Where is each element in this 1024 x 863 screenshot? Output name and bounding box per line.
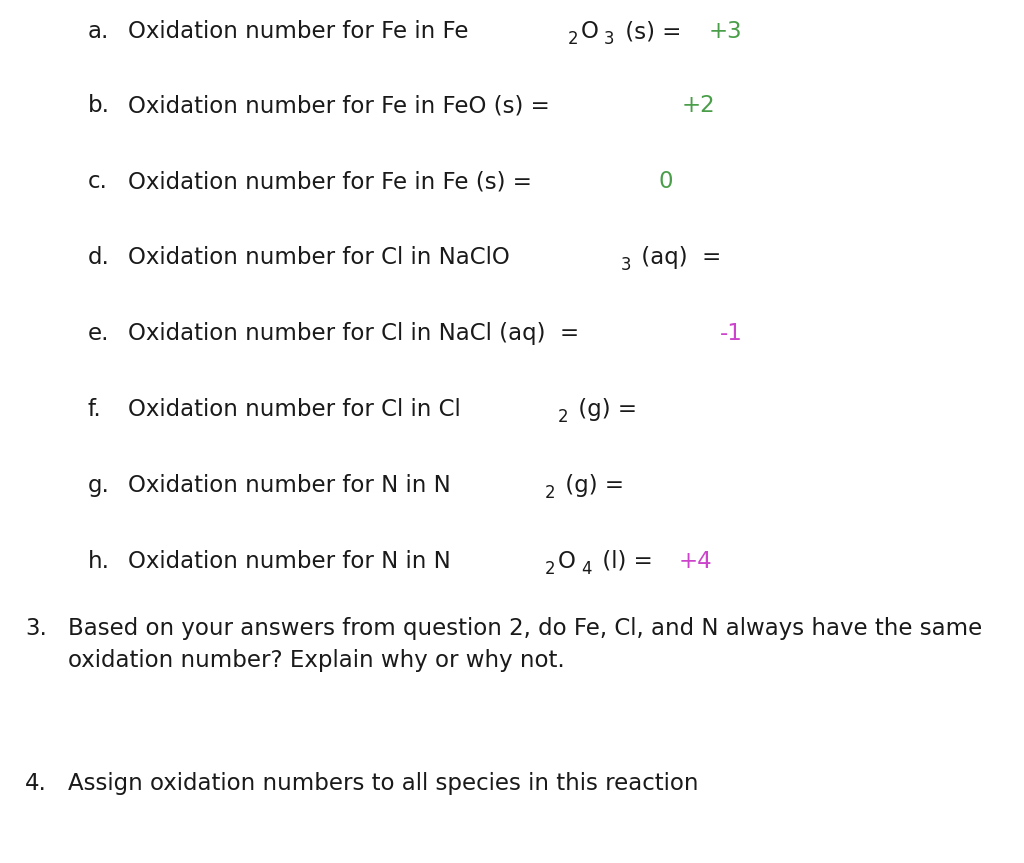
Text: +2: +2 [682, 94, 715, 117]
Text: Based on your answers from question 2, do Fe, Cl, and N always have the same: Based on your answers from question 2, d… [68, 617, 982, 640]
Text: (g) =: (g) = [571, 398, 637, 421]
Text: 0: 0 [658, 170, 673, 193]
Text: O: O [581, 20, 599, 43]
Text: Oxidation number for N in N: Oxidation number for N in N [128, 550, 451, 573]
Text: e.: e. [88, 322, 110, 345]
Text: Oxidation number for Fe in FeO (s) =: Oxidation number for Fe in FeO (s) = [128, 94, 557, 117]
Text: (s) =: (s) = [617, 20, 688, 43]
Text: Assign oxidation numbers to all species in this reaction: Assign oxidation numbers to all species … [68, 772, 698, 795]
Text: a.: a. [88, 20, 110, 43]
Text: -1: -1 [720, 322, 742, 345]
Text: Oxidation number for Fe in Fe (s) =: Oxidation number for Fe in Fe (s) = [128, 170, 539, 193]
Text: Oxidation number for Fe in Fe: Oxidation number for Fe in Fe [128, 20, 469, 43]
Text: +3: +3 [709, 20, 742, 43]
Text: f.: f. [88, 398, 101, 421]
Text: +4: +4 [679, 550, 712, 573]
Text: d.: d. [88, 246, 110, 269]
Text: (aq)  =: (aq) = [634, 246, 721, 269]
Text: 4: 4 [581, 560, 592, 577]
Text: 2: 2 [567, 30, 578, 47]
Text: b.: b. [88, 94, 110, 117]
Text: Oxidation number for Cl in NaCl (aq)  =: Oxidation number for Cl in NaCl (aq) = [128, 322, 587, 345]
Text: Oxidation number for N in N: Oxidation number for N in N [128, 474, 451, 497]
Text: (g) =: (g) = [558, 474, 624, 497]
Text: 4.: 4. [25, 772, 47, 795]
Text: 3: 3 [604, 30, 614, 47]
Text: 2: 2 [545, 484, 555, 501]
Text: 2: 2 [557, 408, 568, 425]
Text: 2: 2 [545, 560, 555, 577]
Text: 3: 3 [621, 255, 631, 274]
Text: Oxidation number for Cl in NaClO: Oxidation number for Cl in NaClO [128, 246, 510, 269]
Text: 3.: 3. [25, 617, 47, 640]
Text: h.: h. [88, 550, 110, 573]
Text: oxidation number? Explain why or why not.: oxidation number? Explain why or why not… [68, 649, 565, 672]
Text: O: O [558, 550, 575, 573]
Text: c.: c. [88, 170, 108, 193]
Text: g.: g. [88, 474, 110, 497]
Text: (l) =: (l) = [595, 550, 659, 573]
Text: Oxidation number for Cl in Cl: Oxidation number for Cl in Cl [128, 398, 461, 421]
